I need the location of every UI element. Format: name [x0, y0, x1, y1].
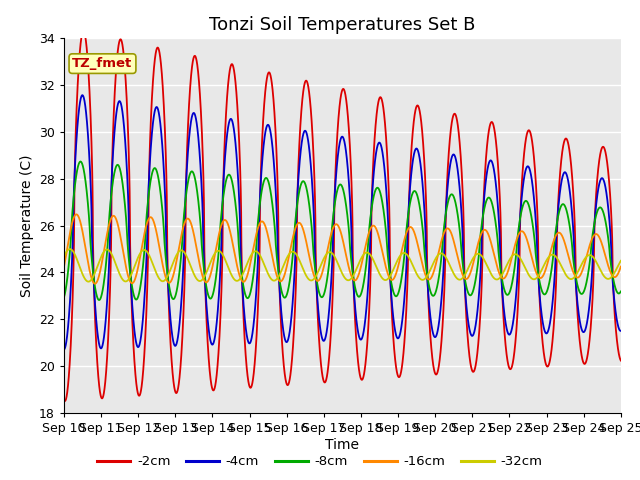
Title: Tonzi Soil Temperatures Set B: Tonzi Soil Temperatures Set B	[209, 16, 476, 34]
Text: TZ_fmet: TZ_fmet	[72, 57, 132, 70]
X-axis label: Time: Time	[325, 438, 360, 452]
Legend: -2cm, -4cm, -8cm, -16cm, -32cm: -2cm, -4cm, -8cm, -16cm, -32cm	[92, 450, 548, 473]
Y-axis label: Soil Temperature (C): Soil Temperature (C)	[20, 155, 33, 297]
